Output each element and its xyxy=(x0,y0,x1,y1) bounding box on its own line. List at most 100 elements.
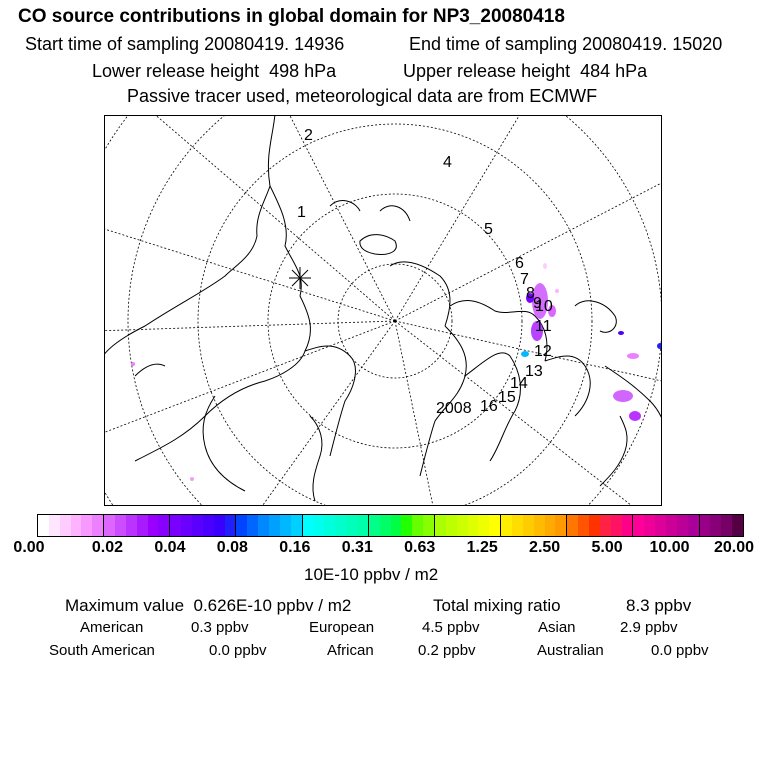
colorbar-swatch xyxy=(125,515,137,536)
colorbar-swatch xyxy=(158,515,171,536)
colorbar-swatch xyxy=(478,515,490,536)
colorbar-swatch xyxy=(467,515,479,536)
region-value: 0.0 ppbv xyxy=(651,642,709,659)
colorbar-swatch xyxy=(104,515,116,536)
lower-release-value: 498 hPa xyxy=(269,61,337,81)
colorbar-swatch xyxy=(456,515,468,536)
lower-release-height: Lower release height 498 hPa xyxy=(92,61,336,82)
traj-label: 10 xyxy=(535,298,553,315)
meridians xyxy=(105,116,661,505)
max-value-label: Maximum value xyxy=(65,596,185,615)
colorbar-tick-label: 1.25 xyxy=(466,539,498,556)
colorbar-swatch xyxy=(147,515,159,536)
region-name: European xyxy=(309,619,375,636)
plot-title: CO source contributions in global domain… xyxy=(18,6,565,27)
colorbar-swatch xyxy=(213,515,225,536)
upper-release-value: 484 hPa xyxy=(580,61,648,81)
colorbar-tick-label: 5.00 xyxy=(591,539,623,556)
end-time-value: 20080419. 15020 xyxy=(582,34,723,54)
colorbar-swatch xyxy=(202,515,214,536)
traj-label: 14 xyxy=(510,375,528,392)
colorbar-tick-label: 10.00 xyxy=(649,539,690,556)
region-name: Asian xyxy=(538,619,576,636)
upper-release-label: Upper release height xyxy=(403,61,571,81)
polar-map: 1 2 4 5 6 7 8 9 10 11 12 13 14 15 16 200… xyxy=(104,115,662,506)
colorbar-swatch xyxy=(59,515,71,536)
max-value: Maximum value 0.626E-10 ppbv / m2 xyxy=(65,596,351,616)
traj-label: 1 xyxy=(297,204,306,221)
colorbar-tick-label: 0.00 xyxy=(13,539,45,556)
colorbar-swatch xyxy=(290,515,303,536)
colorbar-swatch xyxy=(115,515,126,536)
traj-label: 15 xyxy=(498,389,516,406)
total-mixing-ratio-label: Total mixing ratio xyxy=(433,596,561,615)
traj-label: 4 xyxy=(443,154,452,171)
traj-label: 2008 xyxy=(436,400,472,417)
contribution-patches xyxy=(131,263,661,481)
max-value-value: 0.626E-10 ppbv / m2 xyxy=(193,596,352,615)
star-burst-icon xyxy=(289,267,311,289)
colorbar-swatch xyxy=(48,515,60,536)
colorbar-swatch xyxy=(170,515,182,536)
traj-label: 7 xyxy=(520,271,529,288)
colorbar-swatch xyxy=(136,515,148,536)
colorbar-swatch xyxy=(335,515,347,536)
colorbar-swatch xyxy=(501,515,512,536)
colorbar-swatch xyxy=(599,515,611,536)
lower-release-label: Lower release height xyxy=(92,61,260,81)
region-value: 0.0 ppbv xyxy=(209,642,267,659)
colorbar-swatch xyxy=(258,515,270,536)
colorbar-swatch xyxy=(578,515,589,536)
colorbar-swatch xyxy=(70,515,82,536)
colorbar-swatch xyxy=(710,515,722,536)
colorbar-swatch xyxy=(236,515,248,536)
end-time-label: End time of sampling xyxy=(409,34,578,54)
colorbar-swatch xyxy=(324,515,336,536)
polar-map-canvas: 1 2 4 5 6 7 8 9 10 11 12 13 14 15 16 200… xyxy=(105,116,661,505)
colorbar-swatch xyxy=(676,515,688,536)
traj-label: 5 xyxy=(484,221,493,238)
colorbar-swatch xyxy=(544,515,556,536)
colorbar-swatch xyxy=(665,515,677,536)
colorbar-swatch xyxy=(412,515,424,536)
colorbar-swatch xyxy=(38,515,49,536)
colorbar-swatch xyxy=(555,515,568,536)
start-time-value: 20080419. 14936 xyxy=(204,34,345,54)
traj-label: 12 xyxy=(534,343,552,360)
total-mixing-ratio-value: 8.3 ppbv xyxy=(626,596,692,615)
latitude-circles xyxy=(105,116,661,505)
colorbar-swatch xyxy=(423,515,435,536)
colorbar-swatch xyxy=(655,515,666,536)
colorbar-swatch xyxy=(302,515,314,536)
colorbar-tick-label: 0.16 xyxy=(279,539,311,556)
colorbar-swatch xyxy=(610,515,622,536)
region-name: American xyxy=(80,619,144,636)
tracer-note: Passive tracer used, meteorological data… xyxy=(127,86,598,106)
colorbar-swatch xyxy=(511,515,523,536)
colorbar-swatch xyxy=(390,515,402,536)
trajectory-labels: 1 2 4 5 6 7 8 9 10 11 12 13 14 15 16 200… xyxy=(297,127,553,417)
colorbar-swatch xyxy=(346,515,357,536)
colorbar-swatch xyxy=(588,515,600,536)
upper-release-height: Upper release height 484 hPa xyxy=(403,61,647,82)
colorbar-tick-label: 20.00 xyxy=(713,539,755,556)
colorbar-tick-label: 0.02 xyxy=(91,539,124,556)
colorbar-swatch xyxy=(247,515,259,536)
traj-label: 13 xyxy=(525,363,543,380)
colorbar-tick-label: 0.08 xyxy=(216,539,248,556)
colorbar-swatch xyxy=(687,515,700,536)
colorbar-tick-label: 0.04 xyxy=(154,539,186,556)
colorbar-swatch xyxy=(81,515,93,536)
colorbar-swatch xyxy=(489,515,502,536)
start-time-label: Start time of sampling xyxy=(25,34,200,54)
colorbar-swatch xyxy=(379,515,391,536)
colorbar-unit: 10E-10 ppbv / m2 xyxy=(304,565,439,584)
colorbar-swatch xyxy=(522,515,534,536)
colorbar-swatch xyxy=(644,515,656,536)
colorbar-swatch xyxy=(401,515,413,536)
colorbar xyxy=(37,514,744,537)
colorbar-swatch xyxy=(92,515,105,536)
colorbar-swatch xyxy=(533,515,545,536)
colorbar-swatch xyxy=(356,515,369,536)
colorbar-tick-label: 2.50 xyxy=(529,539,561,556)
